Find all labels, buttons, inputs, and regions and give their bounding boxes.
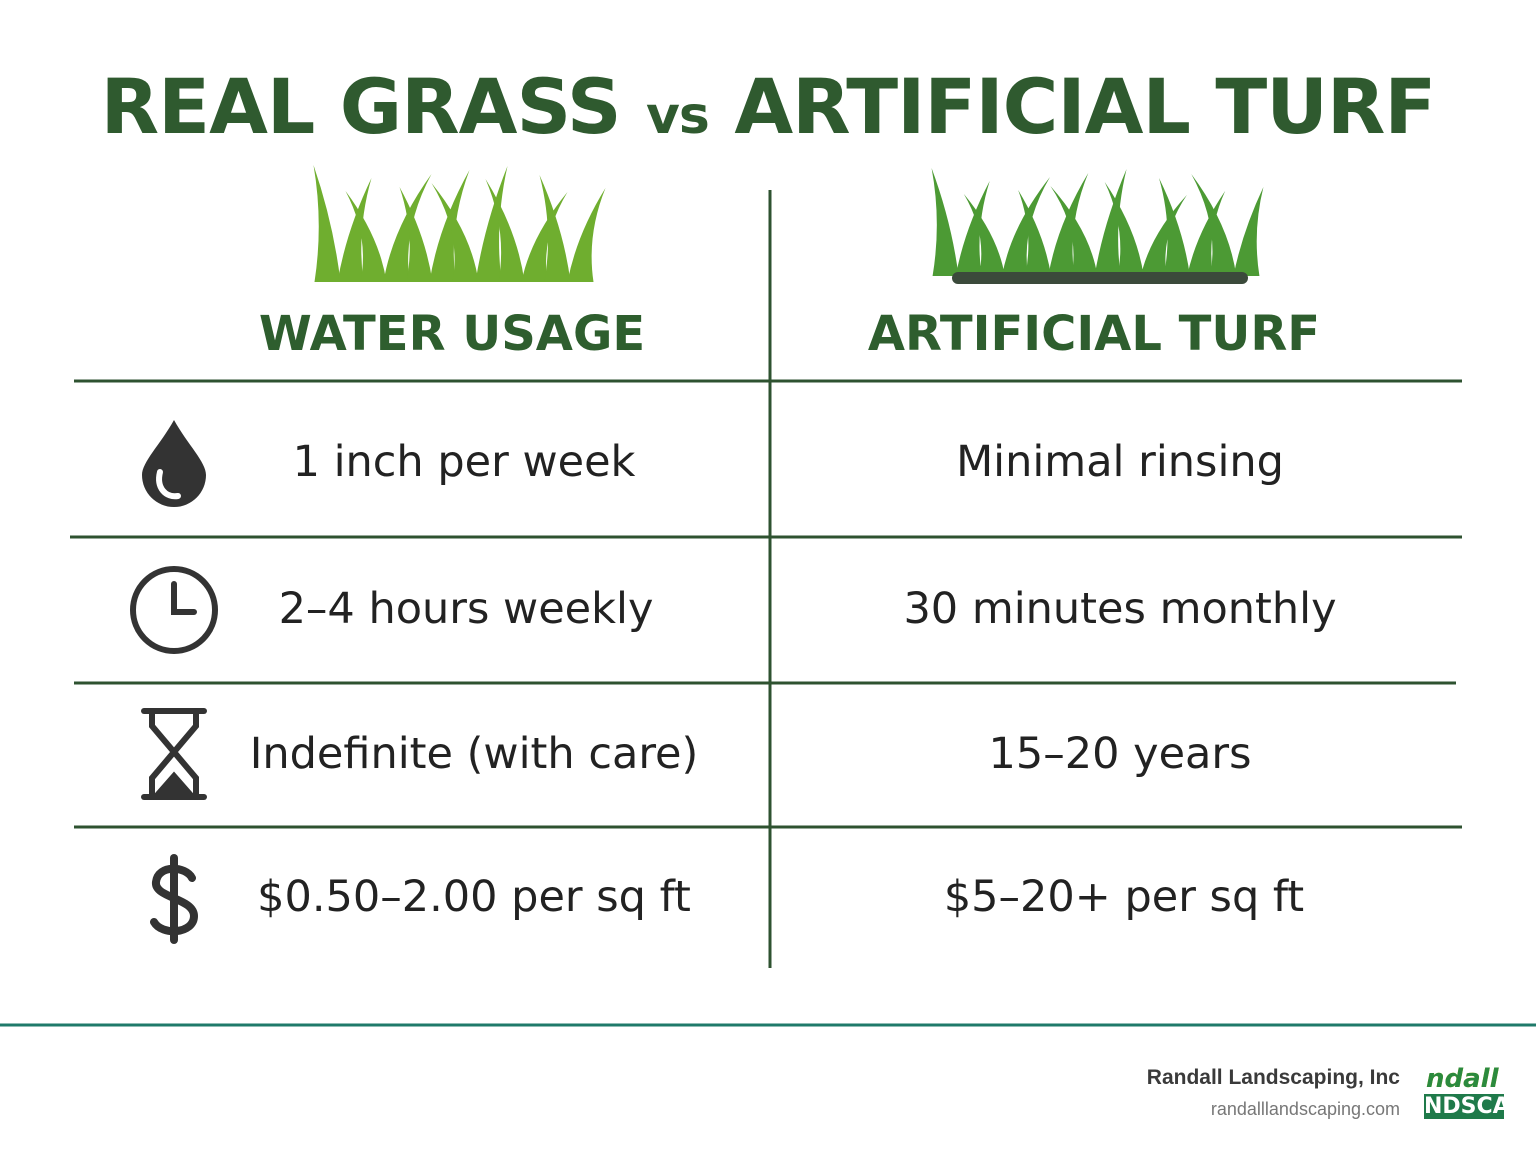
grass-blade bbox=[1094, 169, 1127, 276]
column-header: ARTIFICIAL TURF bbox=[867, 306, 1321, 362]
grass-blade bbox=[1187, 191, 1226, 276]
footer-website: randalllandscaping.com bbox=[1210, 1099, 1400, 1119]
grass-blade bbox=[1104, 182, 1144, 276]
grass-blade bbox=[1018, 190, 1052, 276]
logo-bottom: NDSCAP bbox=[1424, 1094, 1504, 1119]
grass-blade bbox=[475, 166, 508, 282]
grass-blade bbox=[539, 175, 571, 282]
table-cell: 15–20 years bbox=[988, 729, 1252, 779]
grass-blade bbox=[431, 183, 479, 282]
grass-blade bbox=[1050, 186, 1098, 276]
grass-blade bbox=[1140, 195, 1187, 276]
grass-blade bbox=[399, 187, 433, 282]
table-cell: Minimal rinsing bbox=[956, 437, 1284, 487]
grass-blade bbox=[337, 178, 372, 282]
grass-blade bbox=[345, 191, 387, 282]
table-cell: 1 inch per week bbox=[292, 437, 636, 487]
grass-blade bbox=[383, 174, 432, 282]
grass-blade bbox=[955, 181, 990, 276]
footer-company: Randall Landscaping, Inc bbox=[1146, 1066, 1400, 1089]
logo-top: ndall bbox=[1426, 1064, 1499, 1094]
grass-blade bbox=[1191, 174, 1237, 276]
table-cell: $5–20+ per sq ft bbox=[943, 872, 1305, 922]
title: REAL GRASS vs ARTIFICIAL TURF bbox=[0, 62, 1536, 151]
title-left: REAL GRASS bbox=[100, 62, 622, 151]
grass-blade bbox=[313, 165, 341, 282]
table-cell: 2–4 hours weekly bbox=[278, 584, 654, 634]
clock-icon bbox=[130, 566, 218, 654]
turf-base bbox=[952, 272, 1248, 284]
grass-blade bbox=[963, 194, 1005, 276]
grass-blade bbox=[521, 192, 568, 282]
grass-blade bbox=[567, 188, 606, 282]
grass-blade bbox=[1159, 178, 1190, 276]
grass-blade bbox=[429, 170, 470, 282]
title-right: ARTIFICIAL TURF bbox=[734, 62, 1436, 151]
grass-icon bbox=[313, 165, 606, 282]
grass-blade bbox=[485, 179, 525, 282]
grass-blade bbox=[931, 168, 959, 276]
grass-blade bbox=[1002, 177, 1050, 276]
hourglass-icon bbox=[141, 708, 207, 800]
turf-icon bbox=[931, 168, 1264, 276]
grass-blade bbox=[1048, 173, 1089, 276]
grass-blade bbox=[1233, 187, 1264, 276]
dollar-icon bbox=[150, 854, 199, 944]
column-header: WATER USAGE bbox=[258, 306, 646, 362]
logo: ndall NDSCAP bbox=[1424, 1062, 1504, 1124]
table-cell: Indefinite (with care) bbox=[249, 729, 699, 779]
table-cell: 30 minutes monthly bbox=[903, 584, 1337, 634]
table-cell: $0.50–2.00 per sq ft bbox=[257, 872, 691, 922]
title-vs: vs bbox=[646, 86, 710, 146]
row-dividers bbox=[70, 379, 1462, 829]
